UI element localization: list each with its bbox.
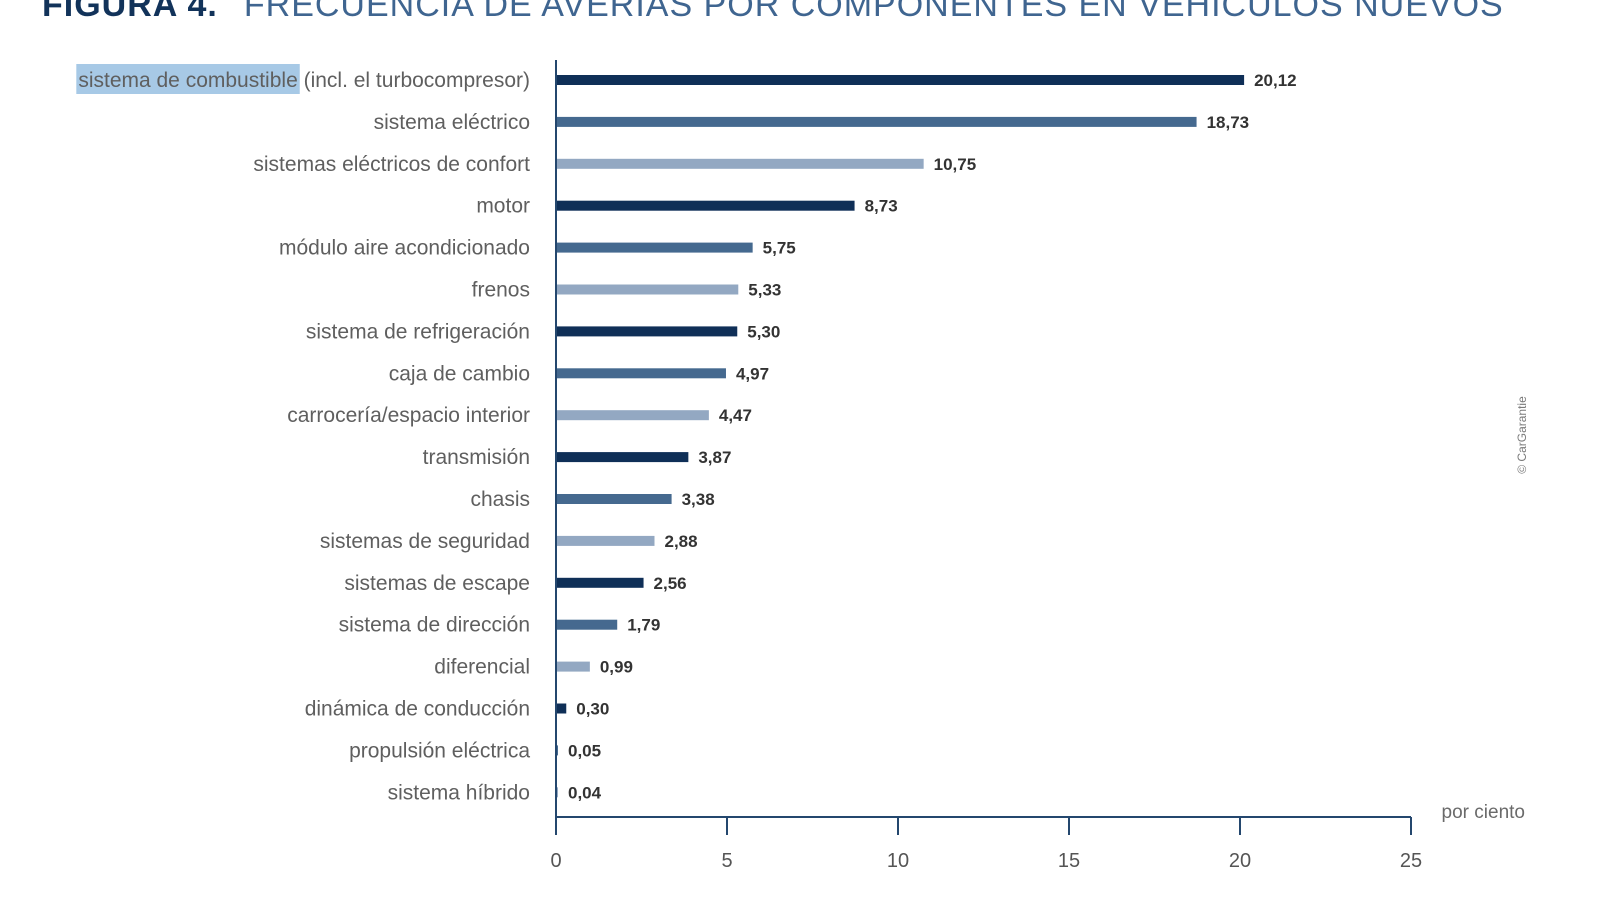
category-label: sistemas eléctricos de confort (253, 153, 530, 176)
x-tick-label: 5 (721, 850, 732, 872)
category-label: sistema de combustible (incl. el turboco… (78, 69, 530, 92)
category-label: dinámica de conducción (305, 698, 530, 721)
category-labels: sistema de combustible (incl. el turboco… (78, 69, 530, 804)
category-label: módulo aire acondicionado (279, 237, 530, 260)
category-label: motor (476, 195, 530, 218)
value-label: 3,87 (698, 448, 731, 467)
category-label: sistema de refrigeración (306, 320, 530, 343)
value-label: 2,56 (654, 574, 687, 593)
figure-title: FRECUENCIA DE AVERÍAS POR COMPONENTES EN… (243, 0, 1504, 24)
value-label: 0,05 (568, 741, 601, 760)
bar (556, 368, 726, 379)
bar (556, 242, 753, 253)
x-tick-label: 0 (550, 850, 561, 872)
value-label: 3,38 (682, 490, 715, 509)
bar (556, 116, 1197, 127)
value-label: 20,12 (1254, 71, 1297, 90)
bar (556, 703, 567, 714)
x-axis-unit-label: por ciento (1442, 802, 1525, 823)
category-label: chasis (470, 488, 530, 511)
bar (556, 158, 924, 169)
category-label: diferencial (434, 656, 530, 679)
bar (556, 577, 644, 588)
bar (556, 661, 590, 672)
bar (556, 535, 655, 546)
value-label: 0,99 (600, 658, 633, 677)
category-label: propulsión eléctrica (349, 739, 530, 762)
category-label: frenos (472, 279, 530, 302)
bar (556, 75, 1245, 85)
value-label: 0,04 (568, 783, 602, 802)
bars (556, 75, 1245, 798)
value-label: 8,73 (865, 197, 898, 216)
chart-title: FIGURA 4. FRECUENCIA DE AVERÍAS POR COMPO… (42, 0, 1504, 25)
bar (556, 326, 738, 337)
value-label: 0,30 (576, 700, 609, 719)
x-axis: 0 5 10 15 20 25 (550, 60, 1422, 872)
category-label: sistemas de seguridad (320, 530, 530, 553)
bar (556, 410, 709, 421)
bar (556, 619, 618, 630)
value-label: 18,73 (1207, 113, 1250, 132)
x-tick-label: 20 (1229, 850, 1251, 872)
category-label: sistema híbrido (388, 781, 530, 804)
credit-text: © CarGarantie (1515, 396, 1529, 474)
x-tick-label: 10 (887, 850, 909, 872)
text-highlight (76, 64, 300, 94)
bar (556, 494, 672, 504)
value-label: 5,33 (748, 281, 781, 300)
category-label: sistemas de escape (344, 572, 530, 595)
x-tick-label: 15 (1058, 850, 1080, 872)
figure-number: FIGURA 4. (42, 0, 218, 24)
category-label: sistema de dirección (339, 614, 530, 637)
value-label: 10,75 (934, 155, 977, 174)
value-label: 4,47 (719, 406, 752, 425)
bar (556, 452, 689, 463)
category-label: caja de cambio (389, 362, 530, 385)
bar (556, 200, 855, 211)
value-label: 2,88 (664, 532, 697, 551)
value-label: 4,97 (736, 364, 769, 383)
category-label: carrocería/espacio interior (287, 404, 530, 427)
value-label: 5,75 (763, 239, 796, 258)
x-tick-label: 25 (1400, 850, 1422, 872)
value-label: 1,79 (627, 616, 660, 635)
bar (556, 284, 739, 295)
category-label: sistema eléctrico (374, 111, 530, 134)
value-labels: 20,12 18,73 10,75 8,73 5,75 5,33 5,30 4,97 4,47 3… (568, 71, 1297, 802)
category-label: transmisión (423, 446, 530, 469)
value-label: 5,30 (747, 322, 780, 341)
